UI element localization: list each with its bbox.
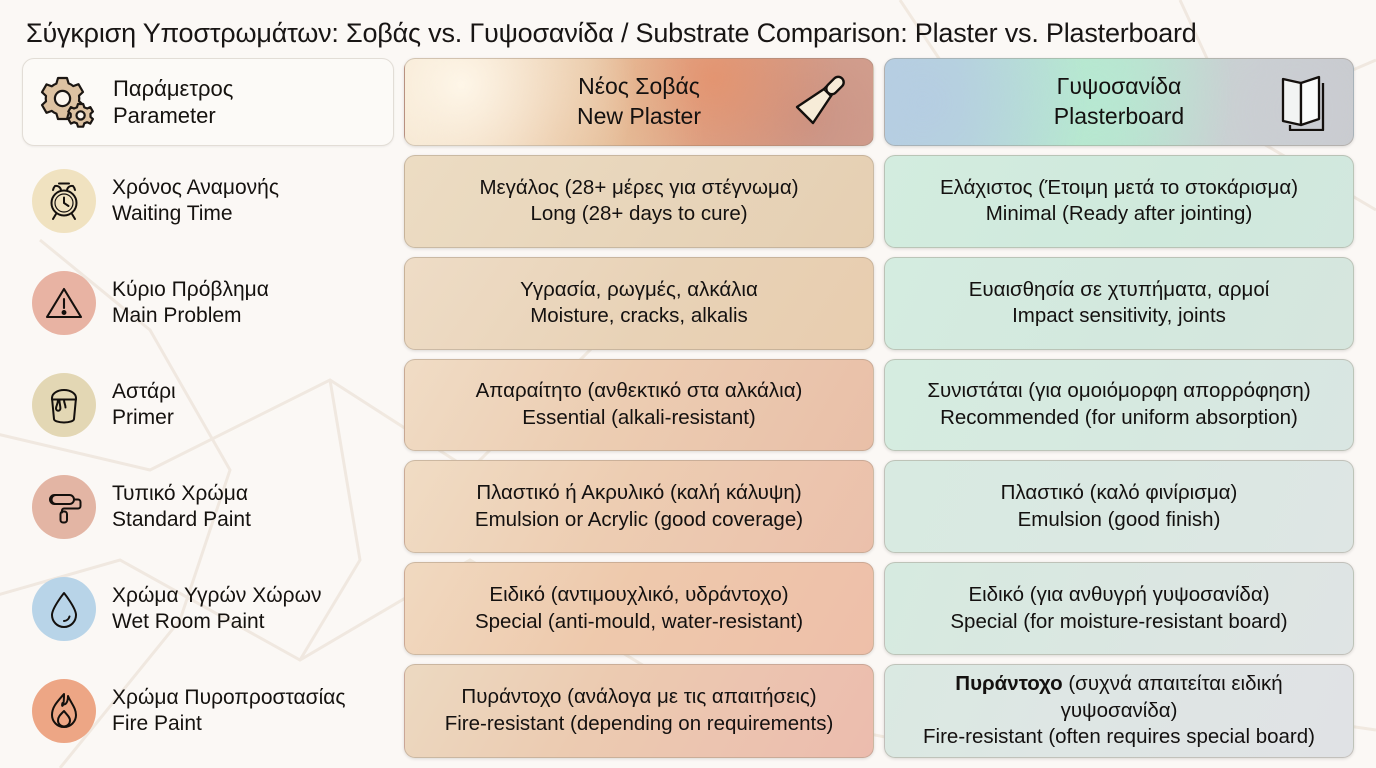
cell-plaster-waiting-time: Μεγάλος (28+ μέρες για στέγνωμα) Long (2…: [404, 155, 874, 248]
row-label-en: Fire Paint: [112, 712, 202, 736]
row-label-text: Αστάρι Primer: [112, 379, 176, 431]
row-label-wet-room-paint: Χρώμα Υγρών Χώρων Wet Room Paint: [22, 562, 394, 655]
cell-plaster-standard-paint: Πλαστικό ή Ακρυλικό (καλή κάλυψη) Emulsi…: [404, 460, 874, 554]
row-label-gr: Χρώμα Υγρών Χώρων: [112, 583, 322, 607]
cell-board-main-problem: Ευαισθησία σε χτυπήματα, αρμοί Impact se…: [884, 256, 1354, 350]
row-label-gr: Τυπικό Χρώμα: [112, 481, 249, 505]
row-label-text: Τυπικό Χρώμα Standard Paint: [112, 481, 251, 533]
table-row: Αστάρι Primer Απαραίτητο (ανθεκτικό στα …: [22, 358, 1354, 452]
cell-board-wet-room-paint: Ειδικό (για ανθυγρή γυψοσανίδα) Special …: [884, 562, 1354, 656]
cell-board-fire-paint: Πυράντοχο (συχνά απαιτείται ειδική γυψοσ…: [884, 664, 1354, 758]
flame-icon: [32, 679, 96, 744]
row-label-fire-paint: Χρώμα Πυροπροστασίας Fire Paint: [22, 664, 394, 758]
header-plaster-gr: Νέος Σοβάς: [578, 73, 700, 100]
trowel-icon: [791, 72, 851, 132]
cell-en: Long (28+ days to cure): [530, 202, 748, 226]
gear-icon: [33, 70, 97, 134]
cell-gr: Ειδικό (αντιμουχλικό, υδράντοχο): [489, 583, 789, 607]
cell-en: Special (for moisture-resistant board): [950, 609, 1288, 633]
cell-en: Emulsion (good finish): [1017, 507, 1221, 531]
table-row: Χρώμα Υγρών Χώρων Wet Room Paint Ειδικό …: [22, 562, 1354, 656]
row-label-main-problem: Κύριο Πρόβλημα Main Problem: [22, 257, 394, 350]
water-drop-icon: [32, 576, 96, 641]
plasterboard-panel-icon: [1273, 73, 1329, 131]
cell-gr: Πυράντοχο (ανάλογα με τις απαιτήσεις): [461, 685, 817, 709]
cell-en: Special (anti-mould, water-resistant): [474, 609, 804, 633]
row-label-en: Primer: [112, 406, 174, 430]
row-label-primer: Αστάρι Primer: [22, 359, 394, 452]
paint-roller-icon: [32, 474, 96, 539]
header-plaster-en: New Plaster: [577, 103, 701, 129]
cell-plaster-wet-room-paint: Ειδικό (αντιμουχλικό, υδράντοχο) Special…: [404, 562, 874, 656]
row-label-text: Χρόνος Αναμονής Waiting Time: [112, 175, 279, 227]
row-label-standard-paint: Τυπικό Χρώμα Standard Paint: [22, 460, 394, 553]
cell-en: Moisture, cracks, alkalis: [530, 304, 748, 328]
row-label-gr: Χρώμα Πυροπροστασίας: [112, 685, 346, 709]
row-label-text: Κύριο Πρόβλημα Main Problem: [112, 277, 269, 329]
cell-board-primer: Συνιστάται (για ομοιόμορφη απορρόφηση) R…: [884, 358, 1354, 452]
cell-gr: Συνιστάται (για ομοιόμορφη απορρόφηση): [927, 379, 1311, 403]
cell-en: Emulsion or Acrylic (good coverage): [474, 507, 804, 531]
row-label-gr: Χρόνος Αναμονής: [112, 176, 279, 200]
alarm-clock-icon: [32, 169, 96, 234]
header-board-en: Plasterboard: [1053, 103, 1185, 129]
cell-en: Impact sensitivity, joints: [1012, 304, 1226, 328]
table-row: Χρώμα Πυροπροστασίας Fire Paint Πυράντοχ…: [22, 664, 1354, 758]
cell-gr: Ευαισθησία σε χτυπήματα, αρμοί: [968, 277, 1270, 301]
cell-gr: Ειδικό (για ανθυγρή γυψοσανίδα): [968, 583, 1270, 607]
cell-en: Fire-resistant (often requires special b…: [923, 725, 1315, 749]
cell-plaster-primer: Απαραίτητο (ανθεκτικό στα αλκάλια) Essen…: [404, 358, 874, 452]
row-label-waiting-time: Χρόνος Αναμονής Waiting Time: [22, 155, 394, 248]
row-label-gr: Κύριο Πρόβλημα: [112, 278, 269, 302]
warning-triangle-icon: [32, 271, 96, 336]
cell-gr: Πλαστικό (καλό φινίρισμα): [1000, 481, 1238, 505]
cell-board-standard-paint: Πλαστικό (καλό φινίρισμα) Emulsion (good…: [884, 460, 1354, 554]
header-parameter-gr: Παράμετρος: [113, 75, 234, 101]
row-label-gr: Αστάρι: [112, 380, 176, 403]
row-label-en: Main Problem: [112, 304, 242, 328]
cell-gr: Ελάχιστος (Έτοιμη μετά το στοκάρισμα): [939, 175, 1299, 199]
cell-plaster-fire-paint: Πυράντοχο (ανάλογα με τις απαιτήσεις) Fi…: [404, 664, 874, 758]
table-header-row: Παράμετρος Parameter Νέος Σοβάς New Plas…: [22, 58, 1354, 146]
table-row: Τυπικό Χρώμα Standard Paint Πλαστικό ή Α…: [22, 460, 1354, 554]
row-label-en: Waiting Time: [112, 202, 233, 226]
row-label-text: Χρώμα Υγρών Χώρων Wet Room Paint: [112, 583, 321, 635]
cell-gr: Απαραίτητο (ανθεκτικό στα αλκάλια): [475, 379, 803, 403]
row-label-text: Χρώμα Πυροπροστασίας Fire Paint: [112, 685, 346, 737]
comparison-grid: Παράμετρος Parameter Νέος Σοβάς New Plas…: [22, 58, 1354, 758]
cell-en: Essential (alkali-resistant): [522, 406, 756, 430]
header-parameter-en: Parameter: [113, 103, 216, 128]
header-cell-plasterboard: Γυψοσανίδα Plasterboard: [884, 58, 1354, 146]
header-plaster-label: Νέος Σοβάς New Plaster: [577, 72, 701, 132]
cell-gr: Πλαστικό ή Ακρυλικό (καλή κάλυψη): [476, 481, 802, 505]
cell-gr: Πυράντοχο (συχνά απαιτείται ειδική γυψοσ…: [955, 672, 1283, 722]
header-board-gr: Γυψοσανίδα: [1056, 73, 1182, 100]
header-board-label: Γυψοσανίδα Plasterboard: [1054, 72, 1184, 132]
table-row: Χρόνος Αναμονής Waiting Time Μεγάλος (28…: [22, 155, 1354, 248]
paint-bucket-icon: [32, 373, 96, 438]
cell-en: Fire-resistant (depending on requirement…: [444, 712, 834, 736]
table-row: Κύριο Πρόβλημα Main Problem Υγρασία, ρωγ…: [22, 256, 1354, 350]
cell-gr: Μεγάλος (28+ μέρες για στέγνωμα): [479, 175, 799, 199]
header-cell-plaster: Νέος Σοβάς New Plaster: [404, 58, 874, 146]
page-title: Σύγκριση Υποστρωμάτων: Σοβάς vs. Γυψοσαν…: [26, 18, 1197, 48]
cell-plaster-main-problem: Υγρασία, ρωγμές, αλκάλια Moisture, crack…: [404, 256, 874, 350]
row-label-en: Standard Paint: [112, 507, 251, 531]
header-parameter-label: Παράμετρος Parameter: [113, 75, 233, 130]
row-label-en: Wet Room Paint: [112, 609, 265, 633]
cell-en: Recommended (for uniform absorption): [940, 406, 1298, 430]
cell-en: Minimal (Ready after jointing): [985, 202, 1253, 226]
cell-board-waiting-time: Ελάχιστος (Έτοιμη μετά το στοκάρισμα) Mi…: [884, 155, 1354, 248]
header-cell-parameter: Παράμετρος Parameter: [22, 58, 394, 146]
cell-gr: Υγρασία, ρωγμές, αλκάλια: [520, 277, 758, 301]
